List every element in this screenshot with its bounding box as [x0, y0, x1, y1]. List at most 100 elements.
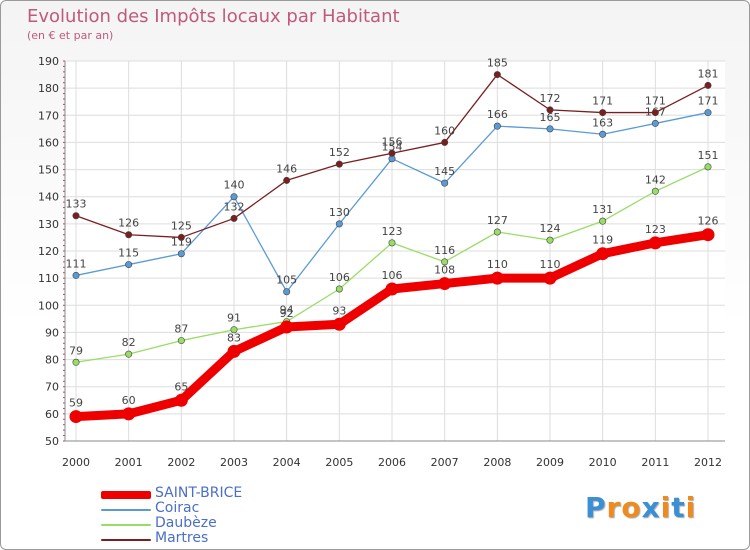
chart-subtitle: (en € et par an)	[27, 29, 114, 42]
data-label-coirac: 140	[224, 179, 245, 192]
data-point-daub-ze	[704, 163, 712, 171]
y-tick-label: 150	[38, 164, 59, 177]
data-label-daub-ze: 82	[122, 336, 136, 349]
data-label-saint-brice: 123	[645, 223, 666, 236]
data-label-martres: 160	[434, 124, 455, 137]
data-label-saint-brice: 59	[69, 397, 83, 410]
legend-label-daub-ze: Daubèze	[155, 515, 217, 531]
data-label-daub-ze: 124	[540, 222, 561, 235]
data-label-coirac: 165	[540, 111, 561, 124]
data-point-saint-brice	[701, 228, 715, 242]
data-label-martres: 156	[382, 135, 403, 148]
data-label-coirac: 115	[118, 247, 139, 260]
data-point-martres	[335, 160, 343, 168]
data-point-coirac	[335, 220, 343, 228]
data-label-saint-brice: 126	[698, 215, 719, 228]
x-tick-label: 2011	[641, 456, 669, 469]
proxiti-logo: Proxiti	[585, 491, 697, 524]
data-point-coirac	[546, 125, 554, 133]
data-label-saint-brice: 92	[280, 307, 294, 320]
data-point-saint-brice	[543, 271, 557, 285]
data-label-martres: 185	[487, 57, 508, 70]
y-tick-label: 60	[45, 408, 59, 421]
data-point-saint-brice	[280, 320, 294, 334]
x-tick-label: 2012	[694, 456, 722, 469]
data-point-saint-brice	[596, 247, 610, 261]
data-label-martres: 181	[698, 67, 719, 80]
data-label-saint-brice: 106	[382, 269, 403, 282]
y-tick-label: 170	[38, 109, 59, 122]
legend-label-martres: Martres	[155, 530, 209, 546]
data-label-daub-ze: 79	[69, 344, 83, 357]
data-point-martres	[230, 214, 238, 222]
data-label-coirac: 130	[329, 206, 350, 219]
data-point-daub-ze	[546, 236, 554, 244]
data-label-martres: 146	[276, 162, 297, 175]
legend-label-coirac: Coirac	[155, 500, 200, 516]
y-tick-label: 80	[45, 354, 59, 367]
data-point-daub-ze	[493, 228, 501, 236]
y-tick-label: 140	[38, 191, 59, 204]
y-tick-label: 90	[45, 326, 59, 339]
data-label-daub-ze: 87	[174, 323, 188, 336]
x-tick-label: 2006	[378, 456, 406, 469]
data-label-daub-ze: 106	[329, 271, 350, 284]
data-label-martres: 172	[540, 92, 561, 105]
data-point-coirac	[599, 130, 607, 138]
data-point-martres	[651, 109, 659, 117]
data-point-saint-brice	[385, 282, 399, 296]
data-point-coirac	[72, 271, 80, 279]
legend-label-saint-brice: SAINT-BRICE	[155, 485, 243, 501]
data-label-martres: 171	[645, 95, 666, 108]
y-tick-label: 110	[38, 272, 59, 285]
data-label-saint-brice: 83	[227, 331, 241, 344]
data-point-martres	[704, 81, 712, 89]
x-tick-label: 2009	[536, 456, 564, 469]
x-tick-label: 2000	[62, 456, 90, 469]
x-tick-label: 2002	[167, 456, 195, 469]
y-tick-label: 100	[38, 299, 59, 312]
data-point-coirac	[704, 109, 712, 117]
data-point-coirac	[125, 261, 133, 269]
data-label-martres: 125	[171, 219, 192, 232]
data-label-martres: 133	[66, 198, 87, 211]
data-point-martres	[177, 233, 185, 241]
data-label-daub-ze: 127	[487, 214, 508, 227]
chart-title: Evolution des Impôts locaux par Habitant	[27, 6, 400, 27]
data-label-coirac: 145	[434, 165, 455, 178]
legend-swatch-coirac	[101, 509, 151, 511]
y-tick-label: 160	[38, 136, 59, 149]
data-point-daub-ze	[388, 239, 396, 247]
data-label-daub-ze: 94	[280, 304, 294, 317]
data-point-saint-brice	[332, 317, 346, 331]
legend-swatch-daub-ze	[101, 524, 151, 526]
data-label-coirac: 105	[276, 274, 297, 287]
data-point-coirac	[493, 122, 501, 130]
data-label-daub-ze: 151	[698, 149, 719, 162]
data-label-daub-ze: 116	[434, 244, 455, 257]
data-label-martres: 171	[592, 95, 613, 108]
y-tick-label: 70	[45, 381, 59, 394]
data-point-saint-brice	[490, 271, 504, 285]
data-label-saint-brice: 110	[487, 258, 508, 271]
data-point-martres	[493, 71, 501, 79]
data-point-daub-ze	[125, 350, 133, 358]
data-label-coirac: 166	[487, 108, 508, 121]
data-point-coirac	[177, 250, 185, 258]
data-point-saint-brice	[174, 393, 188, 407]
data-point-saint-brice	[648, 236, 662, 250]
data-point-daub-ze	[177, 337, 185, 345]
y-tick-label: 50	[45, 435, 59, 448]
data-label-coirac: 154	[382, 141, 403, 154]
data-label-saint-brice: 93	[332, 304, 346, 317]
data-point-martres	[441, 138, 449, 146]
x-tick-label: 2008	[483, 456, 511, 469]
x-tick-label: 2004	[273, 456, 301, 469]
data-point-daub-ze	[72, 358, 80, 366]
data-label-daub-ze: 142	[645, 173, 666, 186]
data-label-coirac: 119	[171, 236, 192, 249]
data-label-saint-brice: 60	[122, 394, 136, 407]
x-tick-label: 2010	[589, 456, 617, 469]
data-label-coirac: 163	[592, 116, 613, 129]
data-point-martres	[125, 231, 133, 239]
